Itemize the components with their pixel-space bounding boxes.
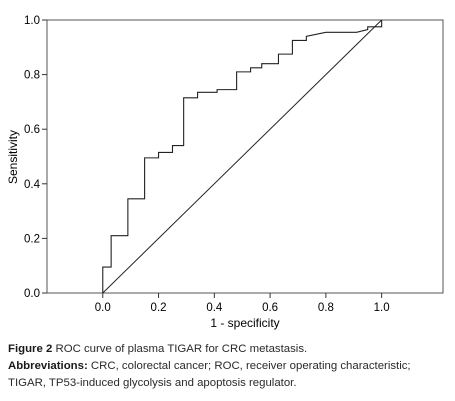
reference-diagonal-line [102,19,382,294]
y-tick-label: 0.4 [24,179,41,191]
y-axis: 0.0 0.2 0.4 0.6 0.8 1.0 [24,15,47,300]
plot-area [46,19,444,294]
x-tick-label: 0.8 [318,302,334,314]
caption-title: Figure 2 ROC curve of plasma TIGAR for C… [8,341,448,358]
abbreviations-label: Abbreviations: [8,360,88,372]
figure-label: Figure 2 [8,343,53,355]
x-axis: 0.0 0.2 0.4 0.6 0.8 1.0 [95,293,390,314]
figure-text: ROC curve of plasma TIGAR for CRC metast… [52,343,308,355]
caption-abbreviations: Abbreviations: CRC, colorectal cancer; R… [8,358,448,392]
y-tick-label: 0.6 [24,124,40,136]
figure-caption: Figure 2 ROC curve of plasma TIGAR for C… [8,341,448,392]
x-tick-label: 0.6 [262,302,278,314]
x-tick-label: 1.0 [374,302,390,314]
roc-curve-line [102,20,383,293]
x-tick-label: 0.2 [151,302,167,314]
abbreviations-text: CRC, colorectal cancer; ROC, receiver op… [8,360,411,389]
y-tick-label: 1.0 [24,15,40,27]
y-tick-label: 0.0 [24,288,40,300]
x-tick-label: 0.4 [206,302,223,314]
roc-chart: 0.0 0.2 0.4 0.6 0.8 1.0 0.0 0.2 0.4 0.6 0.8 1.0 1 … [6,15,444,330]
x-tick-label: 0.0 [95,302,111,314]
y-axis-title: Sensitivity [6,130,20,184]
y-tick-label: 0.8 [24,70,40,82]
x-axis-title: 1 - specificity [210,316,279,330]
y-tick-label: 0.2 [24,233,40,245]
